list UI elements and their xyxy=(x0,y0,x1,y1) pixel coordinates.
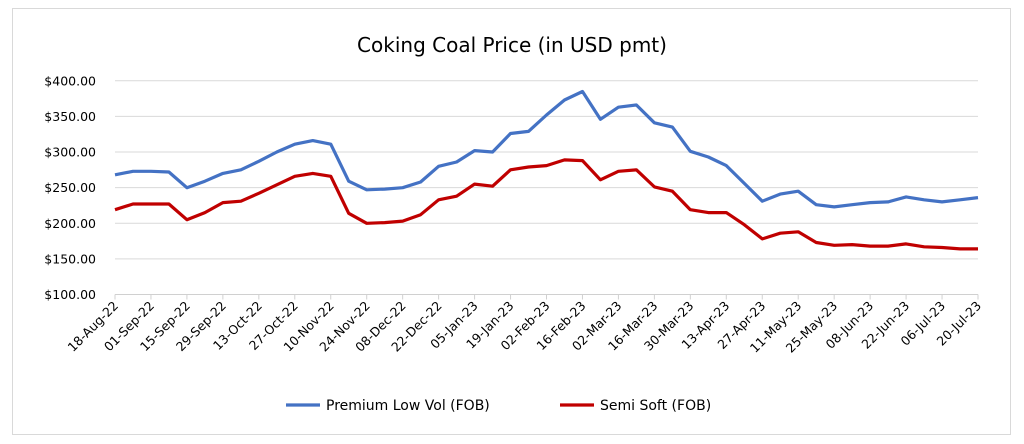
legend-label: Semi Soft (FOB) xyxy=(600,398,711,414)
series-line-semi-soft xyxy=(114,158,978,251)
y-tick-label: $400.00 xyxy=(44,73,96,88)
chart-frame xyxy=(12,8,1011,435)
y-tick-label: $200.00 xyxy=(44,216,96,231)
chart-title: Coking Coal Price (in USD pmt) xyxy=(357,33,667,57)
y-tick-label: $350.00 xyxy=(44,109,96,124)
y-tick-label: $300.00 xyxy=(44,145,96,160)
y-tick-label: $250.00 xyxy=(44,180,96,195)
legend-item: Semi Soft (FOB) xyxy=(560,398,711,414)
legend-label: Premium Low Vol (FOB) xyxy=(326,398,490,414)
series-line-premium-low-vol xyxy=(114,89,979,209)
legend-item: Premium Low Vol (FOB) xyxy=(286,398,490,414)
y-tick-label: $150.00 xyxy=(44,251,96,266)
y-tick-label: $100.00 xyxy=(44,287,96,302)
